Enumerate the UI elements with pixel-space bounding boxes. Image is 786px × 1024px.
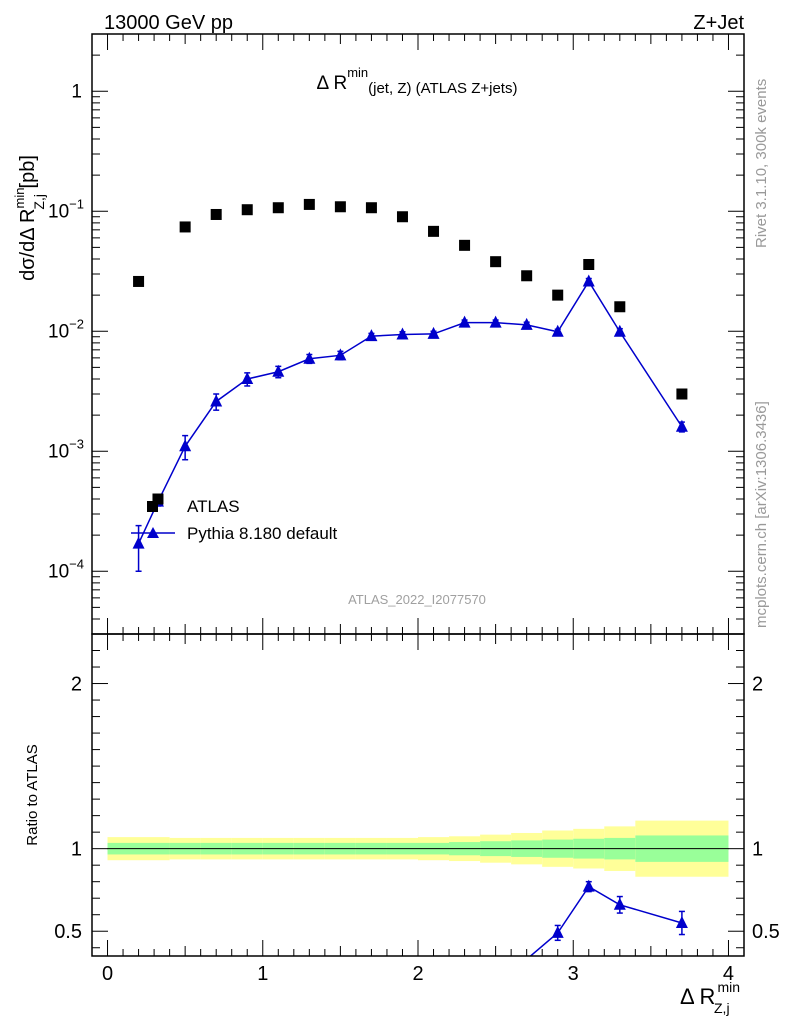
atlas-point [179, 221, 191, 233]
mcplots-label: mcplots.cern.ch [arXiv:1306.3436] [753, 401, 770, 628]
atlas-point [133, 275, 145, 287]
pythia-point [241, 372, 254, 385]
ratio-point [551, 925, 564, 938]
x-tick-label: 3 [568, 963, 579, 985]
pythia-point [551, 324, 564, 337]
x-tick-label: 0 [102, 963, 113, 985]
atlas-point [428, 225, 440, 237]
pythia-point [675, 419, 688, 432]
legend-marker-atlas [147, 501, 158, 512]
ratio-y-tick-label-left: 2 [71, 674, 82, 696]
pythia-point [520, 317, 533, 330]
ratio-line [529, 885, 683, 956]
main-y-axis-label: dσ/dΔ Rmin Z,j [pb] [12, 155, 47, 281]
x-tick-label: 2 [412, 963, 423, 985]
atlas-point [490, 256, 502, 268]
legend-marker-pythia [147, 527, 159, 538]
pythia-point [179, 439, 192, 452]
pythia-point [613, 324, 626, 337]
atlas-point [152, 493, 164, 505]
pythia-point [396, 327, 409, 340]
main-title-sub: (jet, Z) (ATLAS Z+jets) [368, 80, 517, 97]
legend-label-pythia: Pythia 8.180 default [187, 524, 338, 543]
pythia-point [272, 364, 285, 377]
main-title-sup: min [347, 65, 368, 80]
rivet-version-label: Rivet 3.1.10, 300k events [753, 79, 770, 248]
main-panel: 10−4 10−3 10−2 10−1 1 Δ Rmin(jet, Z) (ATLAS … [12, 33, 745, 635]
atlas-point [521, 270, 533, 282]
atlas-point [583, 258, 595, 270]
pythia-point [582, 274, 595, 287]
header-left: 13000 GeV pp [104, 12, 233, 34]
atlas-point [210, 208, 222, 220]
legend-label-atlas: ATLAS [187, 497, 240, 516]
ratio-tick-labels: 0.5 0.5 1 1 2 2 0 1 2 3 4 [54, 674, 780, 985]
ratio-y-tick-label-right: 0.5 [752, 921, 780, 943]
ratio-point [675, 915, 688, 928]
atlas-point [676, 388, 688, 400]
main-y-tick-label: 1 [71, 81, 82, 102]
main-y-tick-label: 10−4 [48, 556, 84, 582]
ratio-frame [91, 633, 745, 957]
main-title-text: Δ R [317, 73, 348, 94]
main-title: Δ Rmin(jet, Z) (ATLAS Z+jets) [317, 65, 518, 97]
ratio-y-tick-label-right: 1 [752, 839, 763, 861]
ratio-y-tick-label-left: 1 [71, 839, 82, 861]
x-tick-label: 4 [723, 963, 734, 985]
pythia-line [137, 280, 683, 544]
ratio-y-tick-label-right: 2 [752, 674, 763, 696]
atlas-point [334, 201, 346, 213]
atlas-point [552, 289, 564, 301]
analysis-watermark: ATLAS_2022_I2077570 [348, 592, 486, 607]
legend: ATLAS Pythia 8.180 default [131, 497, 338, 543]
atlas-point [614, 301, 626, 313]
atlas-point [272, 202, 284, 214]
pythia-point [427, 326, 440, 339]
header-right: Z+Jet [693, 12, 744, 34]
main-y-tick-label: 10−1 [48, 196, 84, 222]
main-y-tick-label: 10−3 [48, 436, 84, 462]
main-y-tick-labels: 10−4 10−3 10−2 10−1 1 [48, 81, 84, 582]
pythia-point [365, 329, 378, 342]
atlas-point [396, 211, 408, 223]
ratio-series [529, 879, 688, 956]
pythia-point [303, 351, 316, 364]
x-tick-label: 1 [257, 963, 268, 985]
ratio-point [613, 897, 626, 910]
ratio-axis-ticks [92, 618, 744, 956]
atlas-point [241, 204, 253, 216]
atlas-point [365, 202, 377, 214]
ratio-y-tick-label-left: 0.5 [54, 921, 82, 943]
ratio-data-marks [529, 879, 688, 956]
pythia-point [334, 348, 347, 361]
atlas-point [459, 239, 471, 251]
pythia-point [210, 394, 223, 407]
main-data-marks [132, 198, 688, 573]
atlas-point [303, 198, 315, 210]
pythia-point [132, 536, 145, 549]
pythia-point [458, 315, 471, 328]
main-y-tick-label: 10−2 [48, 316, 84, 342]
main-axis-ticks [92, 33, 744, 635]
ratio-y-axis-label: Ratio to ATLAS [24, 744, 41, 845]
pythia-point [489, 315, 502, 328]
ratio-point [582, 879, 595, 892]
